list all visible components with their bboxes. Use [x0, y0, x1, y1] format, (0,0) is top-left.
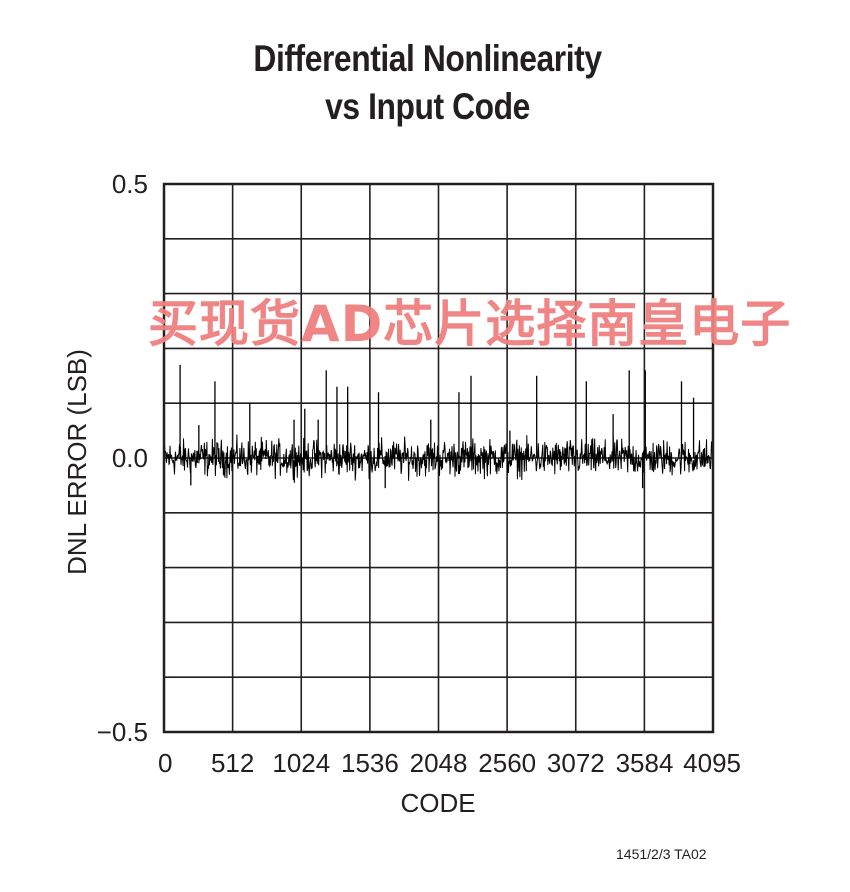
x-tick-label: 2560	[478, 748, 536, 778]
x-tick-label: 0	[158, 748, 172, 778]
y-tick-label: −0.5	[97, 717, 148, 747]
plot-frame	[162, 182, 715, 734]
x-tick-labels: 0 512 1024 1536 2048 2560 3072 3584 4095	[158, 748, 741, 778]
x-tick-label: 1024	[272, 748, 330, 778]
y-axis-label: DNL ERROR (LSB)	[62, 349, 92, 575]
watermark-text: 买现货AD芯片选择南皇电子	[148, 295, 792, 353]
y-tick-label: 0.0	[112, 443, 148, 473]
chart-title: Differential Nonlinearity	[253, 38, 602, 79]
dnl-noise-trace	[163, 434, 714, 483]
x-axis-label: CODE	[400, 788, 475, 818]
x-tick-label: 2048	[410, 748, 468, 778]
x-tick-label: 3584	[616, 748, 674, 778]
y-tick-label: 0.5	[112, 169, 148, 199]
chart-subtitle: vs Input Code	[325, 86, 530, 127]
x-tick-label: 512	[211, 748, 254, 778]
x-tick-label: 4095	[683, 748, 741, 778]
y-tick-labels: 0.5 0.0 −0.5	[97, 169, 148, 747]
x-tick-label: 3072	[547, 748, 605, 778]
dnl-series	[163, 364, 714, 489]
x-tick-label: 1536	[341, 748, 399, 778]
figure-id: 1451/2/3 TA02	[616, 846, 707, 862]
